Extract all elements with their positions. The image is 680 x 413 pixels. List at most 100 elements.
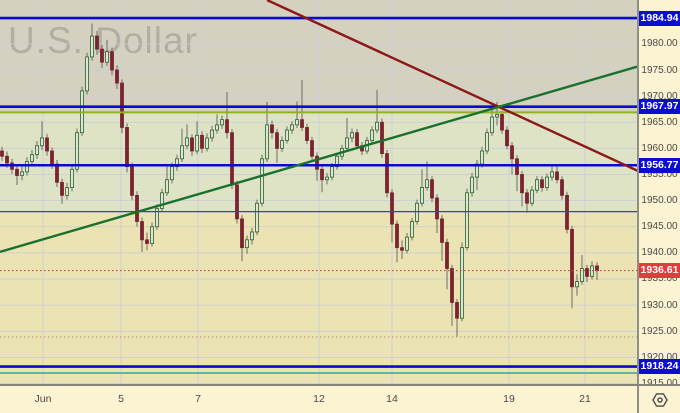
price-tick-label: 1955.00 — [641, 168, 678, 180]
candle-up — [25, 161, 29, 173]
candle-down — [570, 228, 574, 288]
candle-up — [160, 192, 164, 209]
candle-up — [165, 179, 169, 194]
candle-up — [490, 116, 494, 134]
candle-up — [535, 179, 539, 191]
price-tick-label: 1925.00 — [641, 325, 678, 337]
axis-corner[interactable] — [639, 386, 680, 413]
candle-up — [205, 137, 209, 149]
candle-up — [580, 268, 584, 283]
trendline-ascending[interactable] — [0, 65, 637, 253]
candle-down — [275, 132, 279, 149]
time-axis[interactable]: Jun 5 7 12 14 19 21 — [0, 386, 637, 413]
candle-up — [220, 119, 224, 126]
trendline-descending[interactable] — [266, 0, 637, 172]
candle-down — [125, 127, 129, 168]
candle-down — [95, 35, 99, 50]
candle-down — [115, 69, 119, 84]
candle-up — [195, 134, 199, 152]
candle-up — [420, 187, 424, 204]
candle-up — [480, 150, 484, 165]
candle-down — [355, 132, 359, 147]
candle-up — [215, 124, 219, 131]
price-tick-label: 1920.00 — [641, 351, 678, 363]
price-level-badge: 1984.94 — [639, 10, 680, 26]
candle-up — [170, 166, 174, 181]
candle-up — [330, 166, 334, 178]
candle-down — [525, 192, 529, 204]
price-tick-label: 1980.00 — [641, 38, 678, 50]
candle-down — [400, 247, 404, 251]
candle-down — [455, 302, 459, 319]
candle-down — [135, 194, 139, 222]
candle-up — [370, 129, 374, 141]
candle-up — [260, 158, 264, 204]
candle-up — [545, 176, 549, 188]
candle-up — [345, 137, 349, 149]
candle-up — [180, 145, 184, 160]
candle-down — [505, 129, 509, 147]
candle-down — [120, 82, 124, 128]
candle-down — [395, 223, 399, 249]
candle-down — [435, 197, 439, 220]
candle-up — [350, 132, 354, 139]
time-tick-label: 12 — [313, 393, 325, 405]
candle-up — [245, 239, 249, 249]
candle-down — [560, 179, 564, 196]
candle-down — [300, 119, 304, 128]
candle-down — [60, 181, 64, 196]
time-tick-label: Jun — [34, 393, 52, 405]
candle-down — [315, 155, 319, 170]
candle-up — [285, 129, 289, 141]
candle-up — [280, 140, 284, 149]
candle-up — [375, 121, 379, 131]
candlestick-chart[interactable] — [0, 0, 637, 384]
candle-down — [305, 127, 309, 141]
candle-down — [310, 140, 314, 157]
candle-down — [595, 265, 599, 272]
candle-down — [390, 192, 394, 225]
candle-up — [415, 202, 419, 222]
candle-up — [250, 231, 254, 241]
candle-down — [510, 145, 514, 160]
chart-plot-area[interactable]: U.S. Dollar — [0, 0, 637, 384]
candle-down — [50, 150, 54, 165]
candle-up — [410, 221, 414, 238]
candle-up — [85, 56, 89, 92]
candle-up — [425, 179, 429, 188]
candle-up — [405, 236, 409, 251]
candle-up — [20, 171, 24, 176]
candle-up — [470, 176, 474, 194]
candle-down — [230, 132, 234, 186]
price-axis[interactable]: 1980.00 1975.00 1970.00 1965.00 1960.00 1955.… — [639, 0, 680, 384]
candle-down — [515, 158, 519, 175]
price-level-badge: 1918.24 — [639, 359, 680, 375]
candle-up — [75, 132, 79, 170]
axis-settings-icon[interactable] — [650, 390, 670, 410]
time-tick-label: 7 — [195, 393, 201, 405]
candle-up — [290, 124, 294, 131]
candle-up — [185, 137, 189, 147]
price-tick-label: 1975.00 — [641, 64, 678, 76]
candle-down — [520, 174, 524, 194]
price-tick-label: 1915.00 — [641, 377, 678, 384]
candle-up — [325, 176, 329, 181]
last-price-badge: 1936.61 — [639, 263, 680, 279]
candle-up — [575, 281, 579, 288]
candle-up — [255, 202, 259, 233]
candle-down — [45, 137, 49, 152]
candle-down — [440, 218, 444, 243]
candle-up — [70, 168, 74, 188]
candle-down — [15, 168, 19, 176]
candle-down — [240, 218, 244, 249]
candle-down — [585, 268, 589, 277]
price-tick-label: 1960.00 — [641, 142, 678, 154]
candle-up — [150, 226, 154, 244]
candle-down — [110, 51, 114, 71]
candle-up — [465, 192, 469, 249]
candle-up — [65, 187, 69, 196]
candle-up — [175, 158, 179, 168]
candle-up — [35, 145, 39, 156]
candle-down — [55, 163, 59, 183]
